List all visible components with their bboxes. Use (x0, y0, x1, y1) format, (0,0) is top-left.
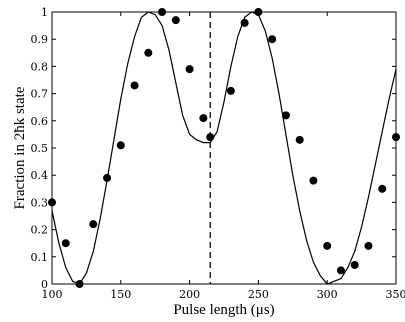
y-tick-label: 0.1 (31, 251, 49, 264)
data-point (364, 241, 373, 250)
data-point (240, 18, 249, 27)
data-point (295, 135, 304, 144)
data-point (89, 220, 98, 229)
data-points (48, 8, 400, 288)
x-tick-label: 300 (317, 288, 338, 301)
y-axis-label: Fraction in 2ħk state (12, 86, 28, 209)
data-point (336, 266, 345, 275)
y-tick-label: 1 (41, 6, 48, 19)
y-tick-label: 0.4 (31, 169, 49, 182)
y-tick-label: 0.6 (31, 115, 49, 128)
data-point (158, 8, 167, 16)
y-axis-ticks: 0 0.1 0.2 0.3 0.4 0.5 0.6 0.7 0.8 0.9 1 (31, 6, 396, 291)
data-point (309, 176, 318, 185)
data-point (144, 48, 153, 57)
data-point (392, 133, 400, 142)
data-point (61, 239, 70, 248)
data-point (103, 173, 112, 182)
data-point (116, 141, 125, 150)
plot-frame (51, 11, 397, 285)
y-tick-label: 0.5 (31, 142, 49, 155)
y-tick-label: 0.2 (31, 224, 49, 237)
x-axis-ticks: 100 150 200 250 300 350 (42, 12, 405, 301)
data-point (206, 133, 215, 142)
data-point (350, 260, 359, 269)
x-tick-label: 350 (386, 288, 405, 301)
x-tick-label: 250 (248, 288, 269, 301)
data-point (171, 16, 180, 25)
x-axis-label: Pulse length (μs) (173, 302, 274, 318)
fit-curve-line (51, 11, 397, 285)
y-tick-label: 0.9 (31, 33, 49, 46)
data-point (48, 198, 56, 207)
data-point (226, 86, 235, 95)
data-point (199, 114, 208, 123)
x-tick-label: 100 (42, 288, 63, 301)
data-point (185, 65, 194, 74)
data-point (268, 35, 277, 44)
data-point (130, 81, 139, 90)
data-point (254, 8, 263, 16)
y-tick-label: 0.3 (31, 196, 49, 209)
y-tick-label: 0 (41, 278, 48, 291)
data-point (281, 111, 290, 120)
data-point (75, 280, 84, 288)
x-tick-label: 200 (179, 288, 200, 301)
y-tick-label: 0.7 (31, 88, 49, 101)
x-tick-label: 150 (110, 288, 131, 301)
y-tick-label: 0.8 (31, 60, 49, 73)
data-point (378, 184, 387, 193)
data-point (323, 241, 332, 250)
